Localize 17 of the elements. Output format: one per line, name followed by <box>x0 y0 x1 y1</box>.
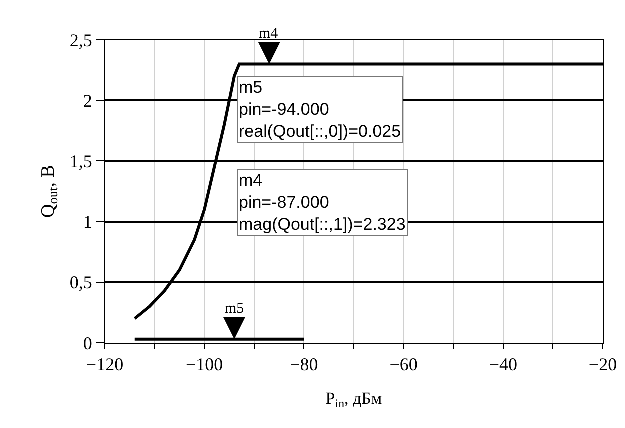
x-tick-label: −40 <box>489 354 518 375</box>
y-tick-label: 2 <box>83 90 92 111</box>
x-tick-label: −20 <box>588 354 618 375</box>
x-tick-label: −80 <box>290 354 318 375</box>
x-axis-title: P$_{in}$, дБм <box>326 389 382 411</box>
y-tick-label: 0 <box>83 333 92 354</box>
y-tick-label: 1,5 <box>70 152 92 172</box>
annotation: m5 <box>225 301 244 317</box>
annotation: m4 <box>259 26 279 42</box>
annotation: m4 pin=-87.000 mag(Qout[::,1])=2.323 <box>239 171 406 234</box>
annotation: m5 pin=-94.000 real(Qout[::,0])=0.025 <box>239 78 402 142</box>
x-tick-label: −60 <box>390 354 418 375</box>
x-tick-label: −120 <box>86 354 124 375</box>
y-tick-label: 2,5 <box>70 30 92 50</box>
y-tick-label: 1 <box>83 212 92 232</box>
x-tick-label: −100 <box>186 354 224 375</box>
y-tick-label: 0,5 <box>70 272 92 293</box>
